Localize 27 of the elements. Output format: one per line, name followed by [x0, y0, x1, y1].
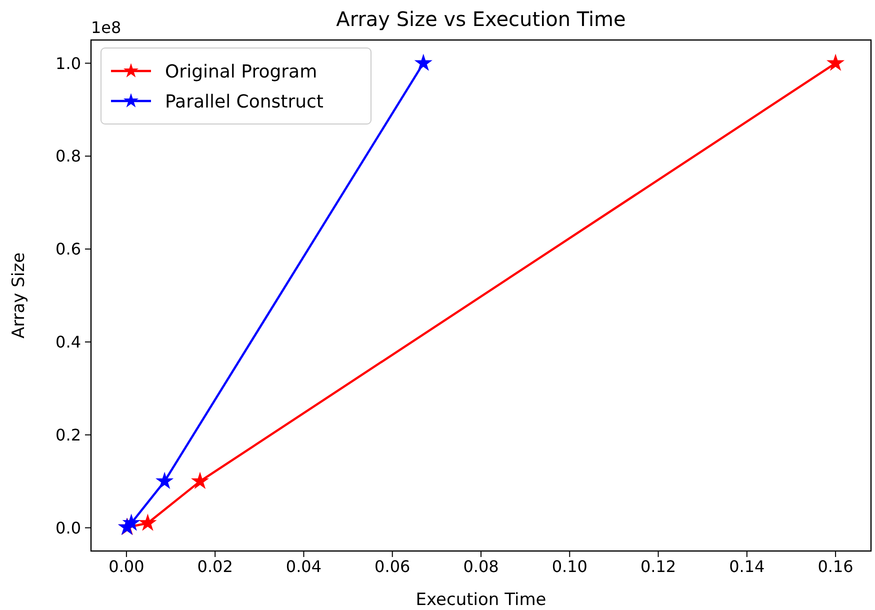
- y-tick-label: 0.4: [56, 332, 81, 352]
- x-tick-label: 0.08: [463, 557, 499, 576]
- x-tick-label: 0.00: [108, 557, 144, 576]
- chart-title: Array Size vs Execution Time: [336, 7, 626, 31]
- x-axis-title: Execution Time: [416, 590, 546, 610]
- x-tick-label: 0.14: [729, 557, 765, 576]
- legend-label: Parallel Construct: [165, 91, 324, 112]
- x-tick-label: 0.16: [818, 557, 854, 576]
- text: 1e8: [91, 18, 122, 37]
- point: [415, 54, 432, 70]
- point: [156, 472, 173, 488]
- y-tick-label: 0.2: [56, 425, 81, 444]
- y-tick-label: 0.8: [56, 146, 81, 166]
- x-tick-label: 0.10: [552, 557, 588, 576]
- y-axis-title: Array Size: [9, 252, 29, 339]
- point: [123, 514, 140, 530]
- y-tick-label: 0.6: [56, 240, 81, 259]
- point: [140, 514, 156, 530]
- x-tick-label: 0.12: [640, 557, 676, 576]
- legend-label: Original Program: [165, 61, 318, 82]
- point: [828, 54, 844, 70]
- x-tick-label: 0.02: [197, 557, 233, 576]
- point: [192, 472, 208, 488]
- x-tick-label: 0.04: [286, 557, 322, 576]
- x-tick-label: 0.06: [374, 557, 410, 576]
- y-tick-label: 0.0: [56, 518, 81, 538]
- y-tick-label: 1.0: [56, 54, 81, 73]
